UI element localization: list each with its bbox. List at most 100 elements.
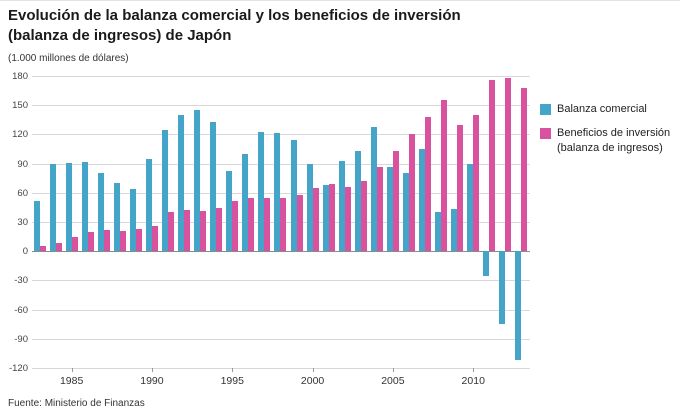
bar-beneficios-inversion-1987	[103, 229, 110, 252]
y-axis-tick-label: 90	[17, 158, 28, 170]
bar-beneficios-inversion-1985	[71, 236, 78, 252]
bar-beneficios-inversion-2010	[473, 114, 480, 252]
top-divider	[0, 0, 680, 1]
y-axis-tick-label: 150	[12, 100, 28, 112]
bar-balanza-comercial-2001	[322, 185, 329, 252]
bar-beneficios-inversion-1993	[200, 211, 207, 252]
bar-beneficios-inversion-2013	[521, 87, 528, 252]
bar-beneficios-inversion-1990	[151, 225, 158, 252]
legend: Balanza comercial Beneficios de inversión…	[540, 102, 678, 165]
bar-beneficios-inversion-2003	[360, 181, 367, 252]
bar-beneficios-inversion-1983	[39, 246, 46, 252]
bar-beneficios-inversion-1998	[280, 197, 287, 252]
bar-balanza-comercial-1988	[113, 183, 120, 252]
bar-balanza-comercial-2006	[402, 173, 409, 252]
y-axis-tick-label: 60	[17, 187, 28, 199]
bar-beneficios-inversion-1994	[216, 208, 223, 252]
bar-balanza-comercial-1989	[129, 188, 136, 252]
x-axis-tick	[312, 368, 314, 372]
bar-beneficios-inversion-1997	[264, 197, 271, 252]
page-title: Evolución de la balanza comercial y los …	[8, 6, 608, 45]
bar-beneficios-inversion-1995	[232, 200, 239, 252]
y-axis-units-label: (1.000 millones de dólares)	[8, 53, 129, 64]
x-axis-tick	[71, 368, 73, 372]
bar-beneficios-inversion-2012	[505, 77, 512, 252]
bar-balanza-comercial-2008	[435, 212, 442, 252]
y-axis-tick-label: 0	[22, 246, 28, 258]
y-axis-tick-label: 180	[12, 71, 28, 82]
x-axis-tick-label: 2000	[300, 375, 325, 387]
bar-balanza-comercial-1992	[178, 114, 185, 252]
bar-beneficios-inversion-1986	[87, 231, 94, 252]
chart: Balanza comercial Beneficios de inversión…	[0, 66, 680, 387]
bar-beneficios-inversion-1999	[296, 194, 303, 252]
bar-balanza-comercial-1984	[49, 163, 56, 252]
legend-swatch	[540, 104, 551, 115]
bar-beneficios-inversion-2004	[376, 167, 383, 252]
bar-beneficios-inversion-2002	[344, 186, 351, 252]
bar-balanza-comercial-2005	[386, 166, 393, 252]
bar-beneficios-inversion-2007	[425, 116, 432, 252]
bar-beneficios-inversion-2011	[489, 79, 496, 252]
source-label: Fuente: Ministerio de Finanzas	[8, 398, 145, 409]
gridline	[32, 76, 530, 77]
bar-beneficios-inversion-2005	[392, 150, 399, 252]
bar-balanza-comercial-1996	[242, 153, 249, 252]
gridline	[32, 338, 530, 340]
bar-balanza-comercial-2010	[467, 163, 474, 252]
gridline	[32, 192, 530, 194]
bar-balanza-comercial-2013	[515, 251, 522, 361]
bar-beneficios-inversion-1988	[119, 230, 126, 252]
bar-balanza-comercial-1986	[81, 161, 88, 252]
bar-beneficios-inversion-1992	[184, 210, 191, 252]
bar-balanza-comercial-2009	[451, 209, 458, 252]
legend-label: Balanza comercial	[557, 103, 647, 115]
bar-balanza-comercial-2012	[499, 251, 506, 325]
bar-balanza-comercial-1991	[162, 129, 169, 252]
bar-balanza-comercial-1998	[274, 133, 281, 252]
x-axis-tick	[151, 368, 153, 372]
y-axis-tick-label: 30	[17, 217, 28, 228]
legend-label: Beneficios de inversión (balanza de ingr…	[557, 127, 671, 154]
gridline	[32, 309, 530, 311]
y-axis-tick-label: -60	[14, 304, 28, 316]
legend-item-beneficios-inversion: Beneficios de inversión (balanza de ingr…	[540, 126, 678, 155]
gridline	[32, 280, 530, 282]
bar-beneficios-inversion-1984	[55, 243, 62, 252]
gridline	[32, 134, 530, 136]
x-axis-tick-label: 1990	[140, 375, 164, 387]
bar-balanza-comercial-1983	[33, 200, 40, 252]
bar-balanza-comercial-2004	[370, 126, 377, 252]
x-axis-tick-label: 1985	[59, 375, 84, 387]
bar-balanza-comercial-2007	[419, 149, 426, 252]
title-line-1: Evolución de la balanza comercial y los …	[8, 7, 461, 24]
legend-item-balanza-comercial: Balanza comercial	[540, 102, 678, 116]
gridline	[32, 105, 530, 107]
x-axis-tick-label: 2005	[381, 375, 405, 387]
plot-area	[32, 76, 530, 369]
x-axis-tick-label: 1995	[220, 375, 244, 387]
y-axis-tick-label: -120	[8, 363, 28, 374]
bar-beneficios-inversion-1996	[248, 197, 255, 252]
bar-beneficios-inversion-2000	[312, 187, 319, 252]
bar-beneficios-inversion-2006	[408, 134, 415, 252]
title-line-2: (balanza de ingresos) de Japón	[8, 26, 232, 44]
x-axis-tick	[473, 368, 475, 372]
gridline	[32, 163, 530, 165]
y-axis-tick-label: -90	[14, 333, 28, 345]
bar-balanza-comercial-2002	[338, 160, 345, 252]
x-axis-tick	[392, 368, 394, 372]
bar-balanza-comercial-2003	[354, 150, 361, 252]
bar-balanza-comercial-1990	[145, 158, 152, 252]
bar-balanza-comercial-1997	[258, 132, 265, 252]
bar-beneficios-inversion-2009	[457, 124, 464, 252]
bar-balanza-comercial-1999	[290, 140, 297, 252]
y-axis-tick-label: -30	[14, 275, 28, 287]
bar-balanza-comercial-2011	[483, 251, 490, 276]
bar-beneficios-inversion-1991	[168, 212, 175, 252]
bar-balanza-comercial-1985	[65, 162, 72, 252]
zero-line	[32, 251, 530, 253]
gridline	[32, 368, 530, 369]
bar-balanza-comercial-1995	[226, 171, 233, 252]
